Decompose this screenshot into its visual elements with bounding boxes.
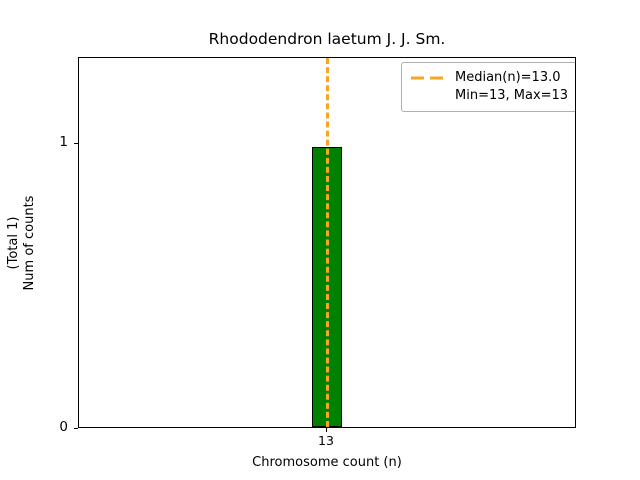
y-tick-label-0: 0 <box>59 419 68 435</box>
legend-entry-median: Median(n)=13.0 <box>410 69 568 87</box>
x-axis-label: Chromosome count (n) <box>252 455 402 470</box>
chart-legend: Median(n)=13.0 Min=13, Max=13 <box>401 62 575 113</box>
y-axis-label-line1: Num of counts <box>22 195 37 290</box>
median-vline <box>326 58 329 427</box>
y-tick-mark-1 <box>74 143 78 144</box>
chart-title: Rhododendron laetum J. J. Sm. <box>208 30 446 48</box>
y-tick-mark-0 <box>74 428 78 429</box>
legend-dashed-line-swatch <box>410 72 446 84</box>
y-axis-label-container: (Total 1) Num of counts <box>0 57 44 428</box>
y-tick-label-1: 1 <box>59 134 68 150</box>
legend-label-median: Median(n)=13.0 <box>455 70 561 85</box>
legend-label-minmax: Min=13, Max=13 <box>455 87 569 103</box>
plot-area: Median(n)=13.0 Min=13, Max=13 <box>78 57 576 428</box>
x-tick-mark-13 <box>326 428 327 432</box>
y-axis-label-line2: (Total 1) <box>6 216 22 269</box>
y-axis-label: (Total 1) Num of counts <box>6 195 38 290</box>
legend-entry-minmax: Min=13, Max=13 <box>410 87 568 105</box>
x-tick-label-13: 13 <box>318 433 334 448</box>
